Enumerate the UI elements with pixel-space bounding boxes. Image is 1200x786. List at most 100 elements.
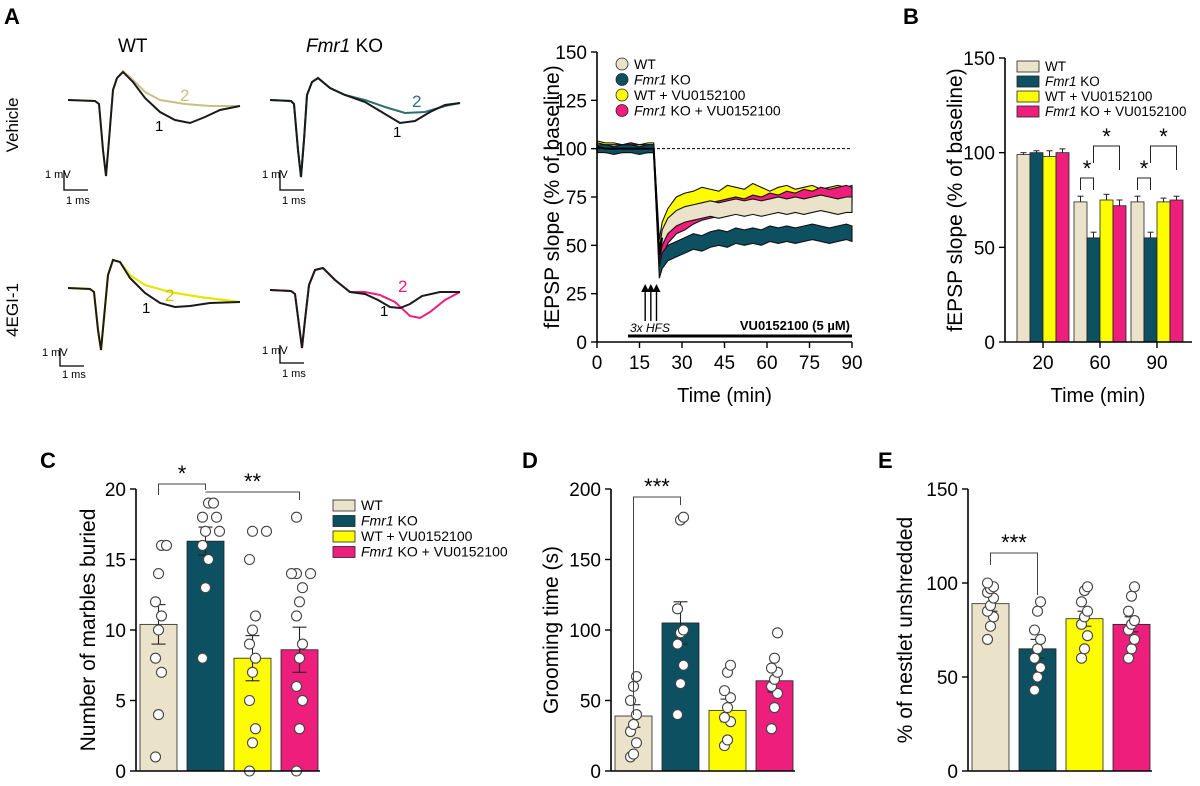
data-point-wtvu [249,652,262,664]
bar-wtvu [1065,618,1104,772]
legend-label-kovu: Fmr1 KO + VU0152100 [634,103,781,119]
column-title-ko-suffix: KO [350,36,383,57]
panel-a-traces: A WT Fmr1 KO Vehicle 4EGI-1 2 1 1 mV 1 m… [3,4,461,381]
y-tick-label: 150 [555,43,587,64]
legend-text: WT [634,56,656,72]
data-point-kovu [293,596,306,608]
x-tick-label: 90 [841,353,862,374]
significance-label-4: * [1159,124,1168,149]
y-tick-label: 25 [566,285,587,306]
data-point-ko [199,582,212,594]
data-point-ko [1034,596,1047,608]
data-point-ko [674,678,687,690]
significance-label-1: * [178,461,187,486]
data-point-kovu [296,582,309,594]
significance-label-2: * [1102,124,1111,149]
data-point-ko [1028,684,1041,696]
data-point-wtvu [1081,581,1094,593]
data-point-ko [1034,662,1047,674]
x-tick-label: 45 [714,353,735,374]
legend-text: WT [1045,59,1066,74]
y-axis-label: fEPSP slope (% of baseline) [541,65,564,328]
data-point-wt [149,652,162,664]
legend-label-wtvu: WT + VU0152100 [361,528,473,544]
data-point-wt [149,596,162,608]
data-point-wtvu [246,666,259,678]
significance-label-1: *** [1001,530,1027,555]
legend-text-suffix: KO + VU0152100 [394,544,508,560]
x-axis-label: Time (min) [1051,385,1146,407]
data-point-wtvu [249,610,262,622]
y-axis-label: fEPSP slope (% of baseline) [944,68,967,331]
data-point-kovu [1128,581,1141,593]
scale-label-ms-wt-4egi: 1 ms [62,369,86,381]
trace-wt-vehicle-1 [67,70,241,177]
legend-text-suffix: KO + VU0152100 [1077,104,1187,119]
band-wt [596,142,853,261]
scale-label-ms-wt-vehicle: 1 ms [66,195,90,207]
bar-wt-90 [1130,201,1145,343]
data-point-ko [213,525,226,537]
data-point-wtvu [718,685,731,697]
data-point-kovu [296,694,309,707]
x-tick-label: 75 [799,353,820,374]
bar-wt [139,623,178,772]
data-point-wt [152,624,165,636]
x-tick-label: 0 [592,353,603,374]
row-label-vehicle: Vehicle [3,98,22,153]
trace-wt-4egi-1 [67,258,241,351]
legend-swatch-wt [332,499,356,512]
data-point-kovu [296,638,309,650]
y-tick-label: 0 [984,333,995,354]
legend-swatch-kovu [332,546,356,558]
scale-bar-wt-vehicle [63,170,88,191]
bar-kovu-60 [1112,205,1127,343]
panel-letter-e: E [878,448,893,473]
data-point-kovu [293,723,306,735]
data-point-wtvu [246,525,259,537]
data-point-kovu [771,687,784,700]
data-point-wtvu [724,659,737,671]
significance-bracket-1 [158,483,206,495]
data-point-wtvu [724,692,737,704]
data-point-kovu [1128,615,1141,627]
data-point-wtvu [243,694,256,707]
hfs-arrowhead-2 [646,284,655,292]
scale-label-mv-wt-vehicle: 1 mV [45,169,71,181]
x-tick-label: 60 [756,353,777,374]
data-point-kovu [768,652,781,664]
legend-text-suffix: KO [394,513,418,529]
legend-label-ko: Fmr1 KO [634,72,691,88]
legend-text-suffix: KO [1077,74,1100,89]
y-tick-label: 100 [963,144,995,165]
significance-label-1: *** [644,474,670,499]
data-point-wtvu [243,638,256,650]
legend-swatch-wtvu [1016,90,1040,103]
legend-label-wtvu: WT + VU0152100 [634,87,746,103]
hfs-arrowhead-1 [641,284,650,292]
band-ko [596,144,853,279]
trace-ko-4egi-1 [269,266,460,349]
column-title-ko-gene: Fmr1 [306,36,350,57]
data-point-ko [196,511,209,523]
data-point-wtvu [721,701,734,714]
data-point-wt [981,577,994,589]
significance-label-3: * [1140,156,1149,181]
legend-swatch-wtvu [615,88,629,102]
trace-label-1-ko-4egi: 1 [380,303,388,320]
data-point-kovu [1122,652,1135,664]
data-point-ko [207,497,220,509]
panel-letter-a: A [4,4,20,29]
data-point-wt [981,633,994,645]
y-tick-label: 10 [105,621,126,642]
hfs-arrowhead-3 [652,284,661,292]
data-point-ko [202,553,215,566]
y-tick-label: 50 [580,692,601,713]
legend-text-gene: Fmr1 [1045,104,1077,119]
y-tick-label: 20 [105,480,126,501]
trace-label-2-ko-vehicle: 2 [412,92,421,111]
bar-ko-90 [1143,237,1158,343]
y-tick-label: 75 [566,188,587,209]
data-point-ko [199,525,212,537]
